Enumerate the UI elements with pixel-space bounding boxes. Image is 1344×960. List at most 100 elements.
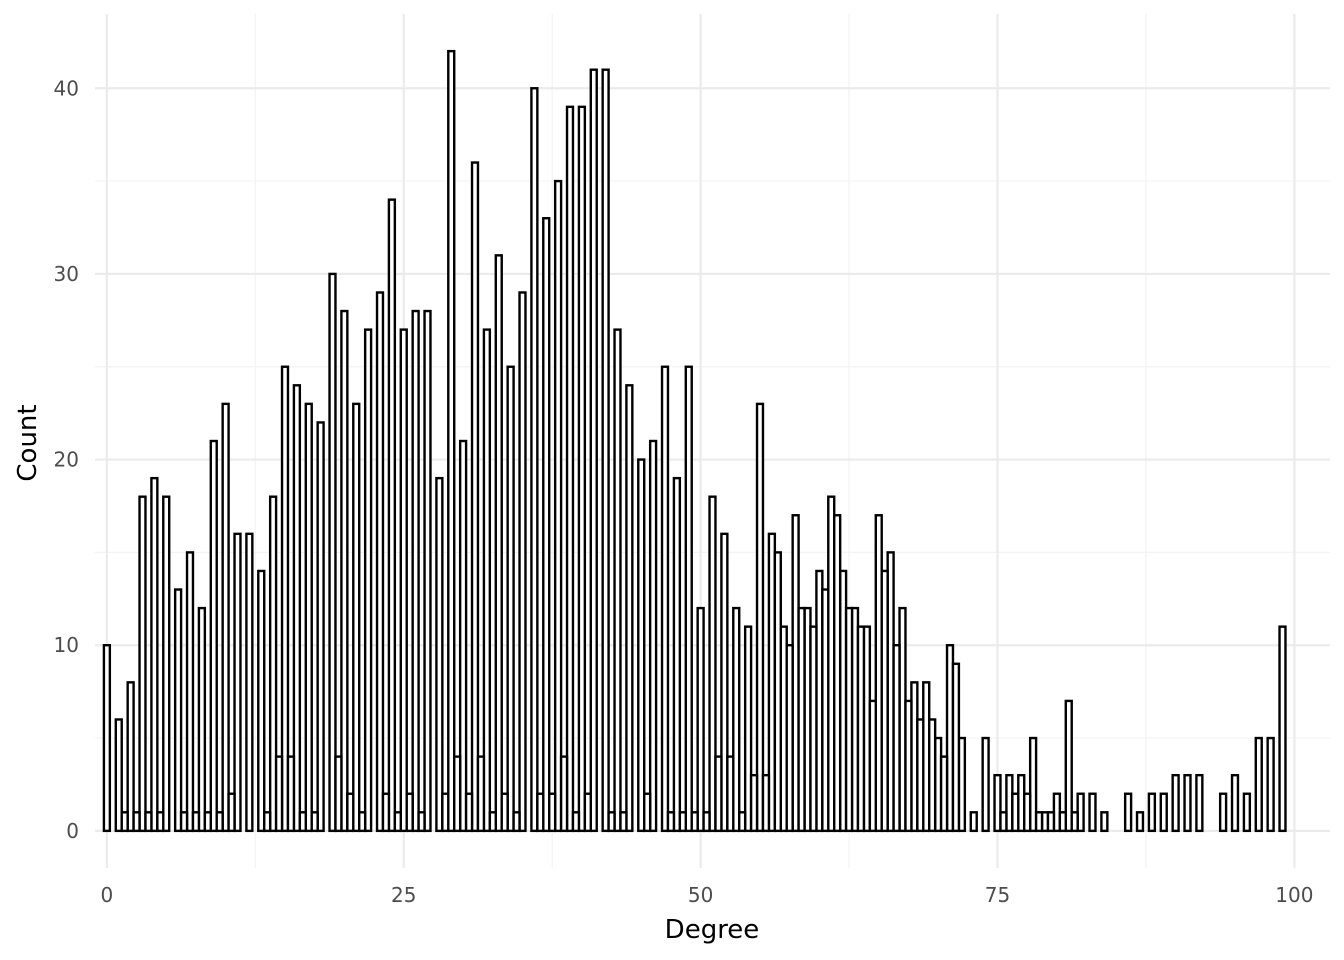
histogram-bar (179, 811, 189, 833)
histogram-bar (1070, 811, 1079, 833)
histogram-bar (743, 625, 753, 833)
histogram-bar (470, 161, 480, 833)
histogram-bar (352, 402, 361, 833)
histogram-bar (102, 644, 112, 833)
histogram-bar (1028, 736, 1038, 833)
histogram-bar (340, 309, 349, 833)
histogram-bar (405, 792, 414, 833)
histogram-bar (203, 811, 212, 833)
histogram-bar (221, 402, 230, 833)
histogram-bar (316, 421, 325, 833)
histogram-bar (447, 49, 456, 833)
histogram-bar (488, 811, 497, 833)
histogram-bar (951, 662, 961, 833)
histogram-bar (1023, 792, 1032, 833)
histogram-bar (732, 606, 741, 833)
x-tick-label: 75 (985, 883, 1010, 907)
histogram-bar (506, 365, 515, 833)
histogram-bar (346, 792, 355, 833)
histogram-bar (678, 811, 687, 833)
histogram-bar (1088, 792, 1097, 833)
histogram-bar (969, 811, 978, 833)
histogram-bar (215, 811, 224, 833)
y-tick-label: 20 (54, 448, 79, 472)
histogram-bar (363, 328, 373, 833)
histogram-bar (464, 792, 474, 833)
histogram-bar (280, 365, 290, 833)
histogram-bar (571, 811, 581, 833)
x-tick-label: 0 (101, 883, 114, 907)
histogram-bar (304, 402, 313, 833)
histogram-bar (1046, 811, 1056, 833)
histogram-bar (268, 495, 278, 833)
histogram-bar (512, 811, 521, 833)
histogram-bar (702, 811, 711, 833)
histogram-bar (453, 755, 462, 833)
histogram-bar (553, 179, 563, 833)
histogram-bar (1218, 792, 1228, 833)
histogram-bar (482, 328, 492, 833)
histogram-bar (1034, 811, 1044, 833)
histogram-bar (1064, 699, 1073, 833)
histogram-bar (542, 217, 551, 833)
histogram-bar (1135, 811, 1145, 833)
histogram-bar (150, 476, 159, 833)
y-tick-label: 10 (54, 633, 79, 657)
histogram-bar (660, 365, 670, 833)
histogram-bar (672, 476, 682, 833)
histogram-bar (298, 811, 307, 833)
histogram-bar (1266, 736, 1275, 833)
histogram-bar (607, 811, 616, 833)
histogram-bar (637, 458, 646, 833)
histogram-bar (144, 811, 153, 833)
y-axis-ticks: 0 10 20 30 40 (54, 76, 79, 843)
histogram-bar (132, 811, 141, 833)
histogram-bar (589, 68, 598, 833)
histogram-bar (601, 68, 610, 833)
histogram-bar (625, 384, 634, 833)
histogram-bar (690, 811, 699, 833)
histogram-bar (381, 792, 391, 833)
histogram-bar (1278, 625, 1287, 833)
x-axis-ticks: 0 25 50 75 100 (101, 883, 1314, 907)
histogram-bar (619, 811, 628, 833)
histogram-bar (441, 792, 450, 833)
histogram-bar (559, 755, 569, 833)
histogram-bar (120, 811, 129, 833)
histogram-bar (292, 384, 302, 833)
histogram-bar (227, 792, 236, 833)
histogram-bar (162, 495, 171, 833)
histogram-bar (494, 254, 503, 833)
histogram-bar (156, 811, 165, 833)
histogram-bar (274, 755, 284, 833)
histogram-bar (666, 811, 676, 833)
histogram-bar (536, 792, 545, 833)
histogram-bar (257, 569, 266, 833)
histogram-bar (500, 792, 509, 833)
histogram-bar (755, 402, 765, 833)
x-tick-label: 50 (688, 883, 713, 907)
histogram-bar (749, 773, 759, 833)
histogram-bar (993, 773, 1002, 833)
histogram-bar (209, 439, 218, 833)
histogram-bar (761, 773, 771, 833)
histogram-bar (114, 718, 123, 833)
histogram-bar (1011, 792, 1020, 833)
histogram-bar (126, 681, 135, 833)
histogram-bar (518, 291, 527, 833)
histogram-bar (263, 811, 272, 833)
histogram-bar (173, 588, 183, 833)
histogram-bar (197, 606, 207, 833)
histogram-bar (435, 476, 444, 833)
histogram-bar (185, 551, 195, 833)
histogram-bar (833, 514, 842, 833)
histogram-bar (999, 811, 1008, 833)
histogram-bar (856, 625, 866, 833)
histogram-bar (1058, 811, 1067, 833)
histogram-bar (1195, 773, 1204, 833)
histogram-bar (1123, 792, 1133, 833)
histogram-bar (1183, 773, 1192, 833)
histogram-bar (399, 328, 408, 833)
histogram-bar (844, 606, 854, 833)
histogram-bar (773, 551, 782, 833)
